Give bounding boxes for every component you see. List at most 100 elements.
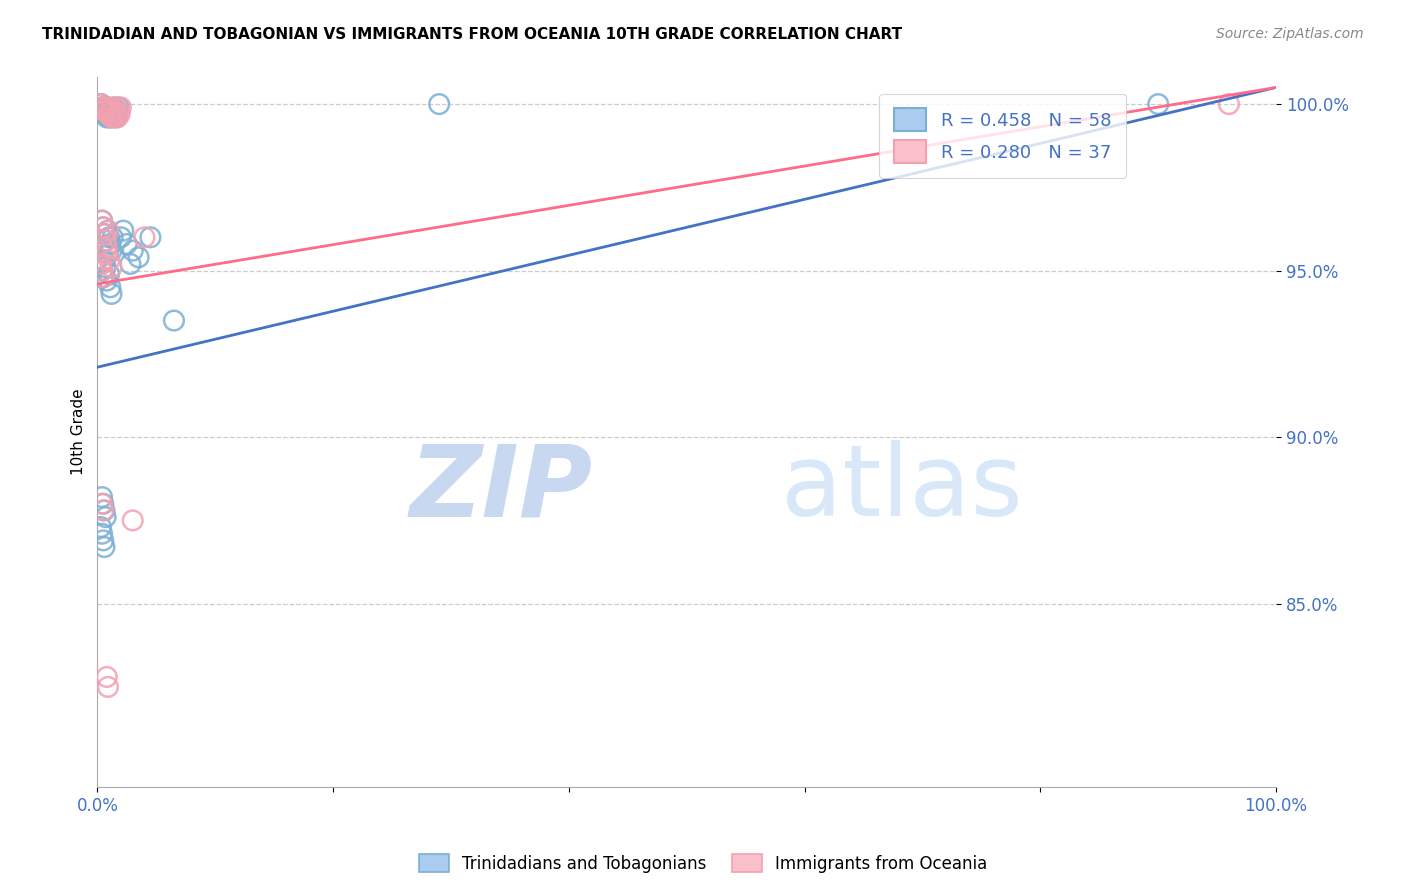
Point bbox=[103, 100, 125, 114]
Point bbox=[100, 244, 122, 258]
Point bbox=[91, 220, 114, 235]
Point bbox=[96, 240, 118, 254]
Point bbox=[100, 287, 122, 301]
Point bbox=[97, 224, 120, 238]
Point bbox=[96, 274, 118, 288]
Point bbox=[96, 107, 118, 121]
Point bbox=[90, 257, 112, 271]
Point bbox=[107, 100, 129, 114]
Point bbox=[427, 97, 450, 112]
Point bbox=[91, 100, 114, 114]
Point bbox=[104, 107, 127, 121]
Point bbox=[98, 103, 121, 118]
Point bbox=[105, 107, 128, 121]
Point bbox=[101, 103, 124, 118]
Point bbox=[91, 490, 114, 504]
Point bbox=[98, 267, 121, 281]
Point bbox=[115, 237, 138, 252]
Point bbox=[104, 100, 127, 114]
Point bbox=[93, 503, 115, 517]
Point bbox=[90, 97, 112, 112]
Point bbox=[128, 250, 150, 264]
Point bbox=[98, 107, 121, 121]
Point bbox=[1218, 97, 1240, 112]
Point bbox=[96, 111, 118, 125]
Point bbox=[91, 263, 114, 277]
Point bbox=[90, 520, 112, 534]
Point bbox=[91, 533, 114, 548]
Point bbox=[96, 240, 118, 254]
Point bbox=[91, 100, 114, 114]
Point bbox=[139, 230, 162, 244]
Point bbox=[91, 497, 114, 511]
Point bbox=[93, 540, 115, 554]
Point bbox=[97, 224, 120, 238]
Point bbox=[94, 100, 117, 114]
Point bbox=[91, 220, 114, 235]
Point bbox=[121, 513, 143, 527]
Point bbox=[105, 111, 128, 125]
Point bbox=[98, 253, 121, 268]
Point bbox=[91, 103, 114, 118]
Point bbox=[98, 230, 121, 244]
Point bbox=[101, 230, 124, 244]
Point bbox=[97, 247, 120, 261]
Point bbox=[100, 260, 122, 275]
Point bbox=[97, 680, 120, 694]
Point bbox=[94, 510, 117, 524]
Point bbox=[90, 97, 112, 112]
Point bbox=[97, 107, 120, 121]
Point bbox=[163, 313, 186, 327]
Point bbox=[98, 237, 121, 252]
Point bbox=[108, 107, 131, 121]
Text: Source: ZipAtlas.com: Source: ZipAtlas.com bbox=[1216, 27, 1364, 41]
Point bbox=[93, 253, 115, 268]
Point bbox=[91, 526, 114, 541]
Point bbox=[112, 224, 135, 238]
Point bbox=[100, 111, 122, 125]
Point bbox=[96, 670, 118, 684]
Point bbox=[96, 247, 118, 261]
Point bbox=[134, 230, 156, 244]
Point bbox=[91, 497, 114, 511]
Point bbox=[93, 227, 115, 241]
Legend: R = 0.458   N = 58, R = 0.280   N = 37: R = 0.458 N = 58, R = 0.280 N = 37 bbox=[879, 94, 1126, 178]
Point bbox=[105, 103, 128, 118]
Text: TRINIDADIAN AND TOBAGONIAN VS IMMIGRANTS FROM OCEANIA 10TH GRADE CORRELATION CHA: TRINIDADIAN AND TOBAGONIAN VS IMMIGRANTS… bbox=[42, 27, 903, 42]
Point bbox=[98, 111, 121, 125]
Point bbox=[91, 100, 114, 114]
Point bbox=[98, 280, 121, 294]
Point bbox=[101, 103, 124, 118]
Point bbox=[107, 103, 129, 118]
Point bbox=[103, 111, 125, 125]
Legend: Trinidadians and Tobagonians, Immigrants from Oceania: Trinidadians and Tobagonians, Immigrants… bbox=[412, 847, 994, 880]
Point bbox=[91, 100, 114, 114]
Point bbox=[121, 244, 143, 258]
Point bbox=[110, 100, 132, 114]
Point bbox=[91, 270, 114, 285]
Point bbox=[93, 107, 115, 121]
Point bbox=[1147, 97, 1170, 112]
Point bbox=[98, 107, 121, 121]
Point bbox=[91, 263, 114, 277]
Point bbox=[94, 260, 117, 275]
Point bbox=[120, 257, 142, 271]
Point bbox=[91, 503, 114, 517]
Point bbox=[100, 111, 122, 125]
Point bbox=[96, 100, 118, 114]
Point bbox=[94, 234, 117, 248]
Point bbox=[91, 213, 114, 227]
Point bbox=[91, 270, 114, 285]
Text: ZIP: ZIP bbox=[409, 441, 592, 537]
Point bbox=[94, 234, 117, 248]
Point bbox=[110, 230, 132, 244]
Point bbox=[98, 103, 121, 118]
Point bbox=[90, 257, 112, 271]
Point bbox=[97, 100, 120, 114]
Point bbox=[93, 103, 115, 118]
Point bbox=[91, 213, 114, 227]
Point bbox=[93, 227, 115, 241]
Point bbox=[105, 111, 128, 125]
Y-axis label: 10th Grade: 10th Grade bbox=[72, 389, 86, 475]
Point bbox=[94, 103, 117, 118]
